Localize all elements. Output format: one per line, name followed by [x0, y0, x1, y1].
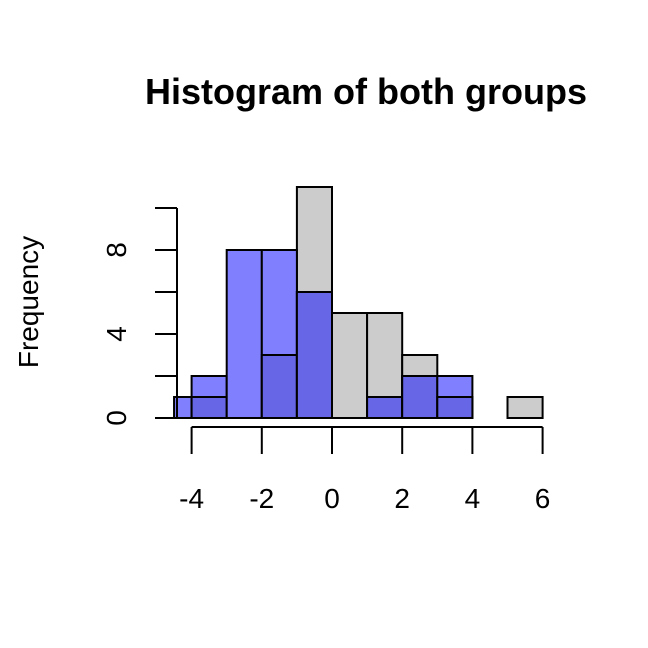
y-tick-label: 8: [101, 242, 132, 258]
bar-overlap: [436, 396, 474, 419]
bar-overlap: [260, 354, 298, 419]
bar-overlap: [295, 291, 333, 419]
x-axis: -4 -2 0 2 4 6: [179, 426, 551, 514]
x-tick-label: 4: [465, 483, 481, 514]
y-axis-label: Frequency: [13, 236, 44, 368]
bars-layer: [173, 186, 544, 419]
x-tick-label: 6: [535, 483, 551, 514]
bar-overlap: [401, 375, 439, 419]
y-axis: 0 4 8: [101, 207, 178, 426]
bar-overlap: [366, 396, 404, 419]
bar-gray-group: [331, 312, 369, 419]
chart-title: Histogram of both groups: [145, 71, 587, 112]
x-tick-label: -2: [249, 483, 274, 514]
x-tick-label: -4: [179, 483, 204, 514]
bar-overlap: [190, 396, 228, 419]
bar-gray-group: [506, 396, 544, 419]
x-tick-label: 2: [394, 483, 410, 514]
y-tick-label: 0: [101, 410, 132, 426]
x-tick-label: 0: [324, 483, 340, 514]
bar-blue-group: [225, 249, 263, 419]
y-tick-label: 4: [101, 326, 132, 342]
